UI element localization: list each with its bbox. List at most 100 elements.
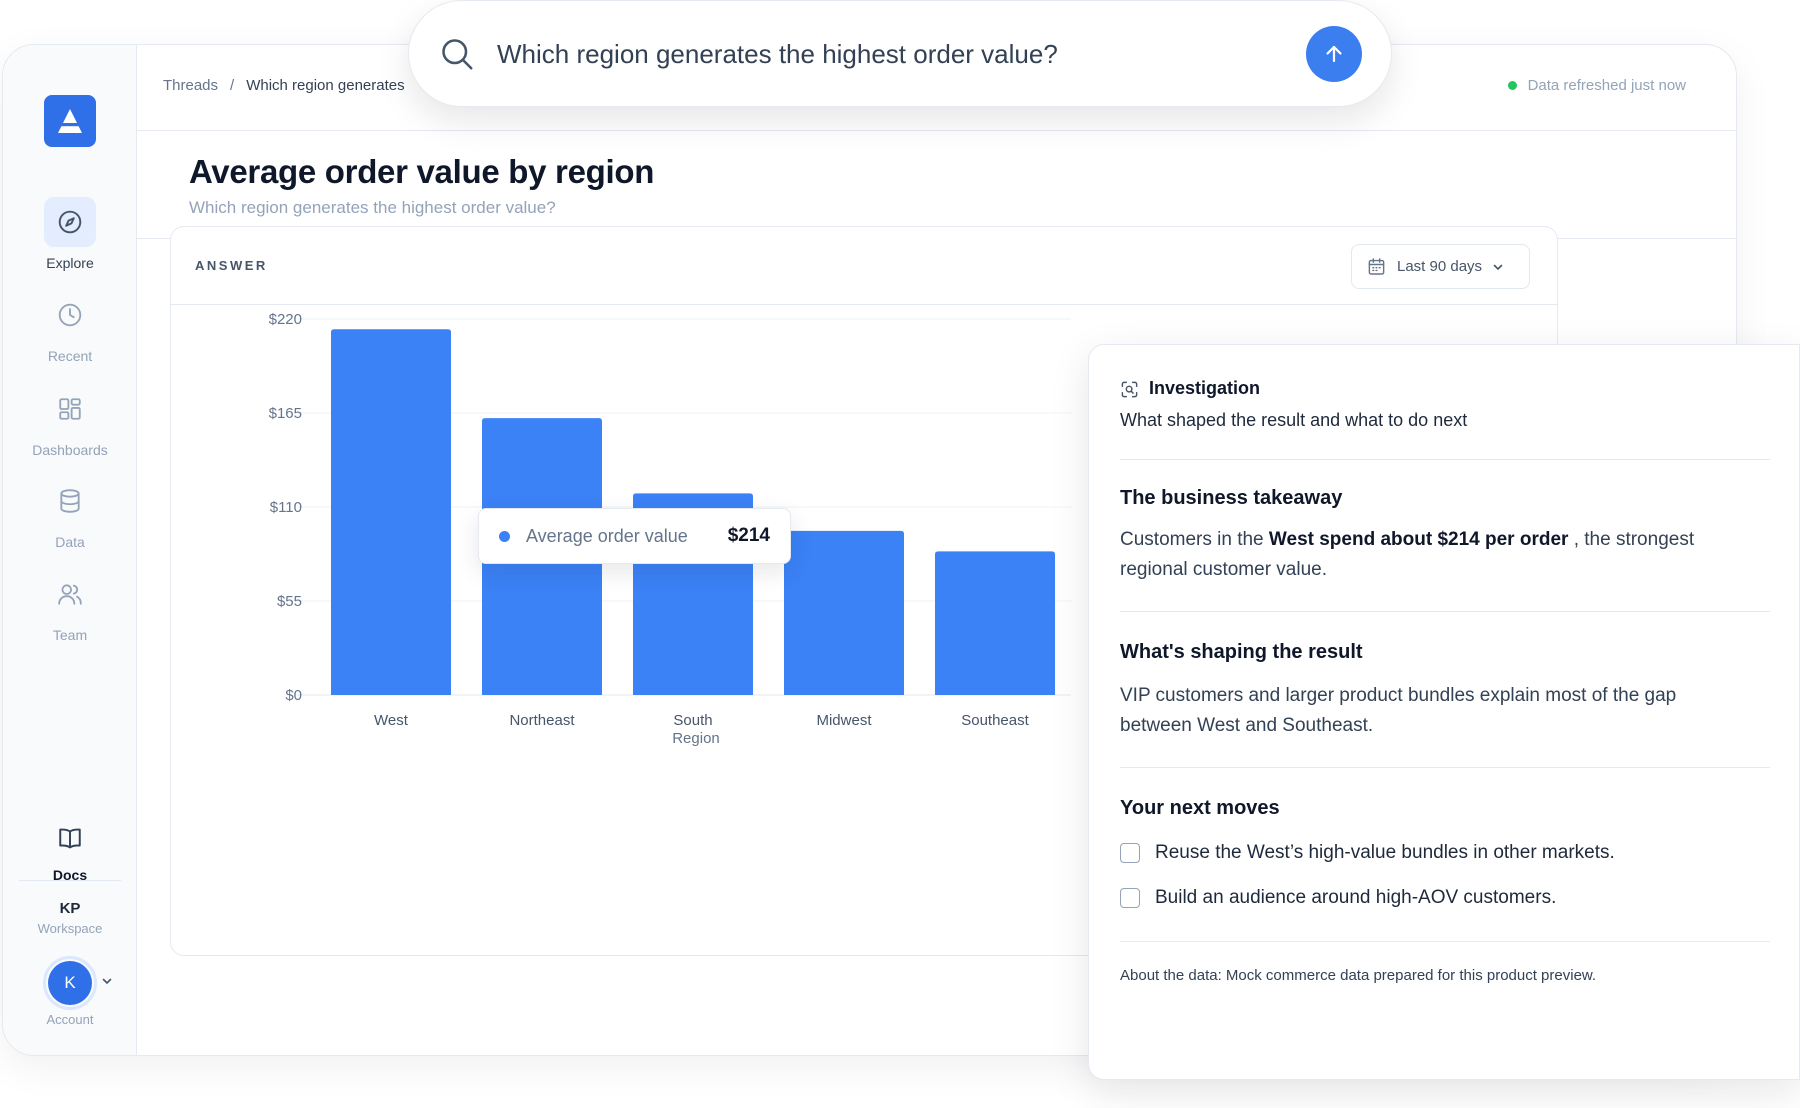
investigation-subtitle: What shaped the result and what to do ne… xyxy=(1120,410,1468,430)
takeaway-text-bold: West spend about $214 per order xyxy=(1268,529,1569,550)
header: Threads / Which region generates Data refr… xyxy=(137,45,1736,131)
tooltip-value: $214 xyxy=(727,525,770,546)
x-tick-label: West xyxy=(374,712,409,729)
divider xyxy=(1120,767,1770,768)
breadcrumb-current: Which region generates xyxy=(246,77,405,94)
sidebar-item-recent[interactable]: Recent xyxy=(3,290,137,364)
bar-west[interactable] xyxy=(331,329,451,695)
y-axis-ticks: $0 $55 $110 $165 $220 xyxy=(269,311,302,704)
database-icon xyxy=(60,489,80,513)
nav-icon-wrap xyxy=(44,290,96,340)
chevron-down-icon[interactable] xyxy=(101,975,113,987)
x-axis-label: Region xyxy=(672,730,720,747)
divider xyxy=(1120,941,1770,942)
refresh-text: Data refreshed just now xyxy=(1527,77,1686,94)
investigation-panel: Investigation What shaped the result and… xyxy=(1088,344,1800,1080)
bar-midwest[interactable] xyxy=(784,530,904,695)
x-axis-ticks: West Northeast South Midwest Southeast xyxy=(374,712,1030,729)
divider xyxy=(1120,611,1770,612)
grid-icon xyxy=(59,398,81,420)
sidebar-item-label: Docs xyxy=(52,867,88,883)
page-subtitle: Which region generates the highest order… xyxy=(189,198,556,217)
takeaway-text-pre: Customers in the xyxy=(1120,529,1269,550)
app-logo[interactable] xyxy=(44,95,96,147)
next-move-label: Reuse the West’s high-value bundles in o… xyxy=(1155,842,1615,863)
sidebar-item-label: Team xyxy=(52,627,88,643)
next-move-label: Build an audience around high-AOV custom… xyxy=(1155,887,1557,908)
date-range-button[interactable]: Last 90 days xyxy=(1351,244,1530,289)
y-tick-label: $165 xyxy=(269,405,302,422)
y-tick-label: $0 xyxy=(285,687,302,704)
sidebar-divider xyxy=(19,880,121,881)
scan-search-icon xyxy=(1121,381,1138,398)
compass-icon xyxy=(58,210,82,234)
x-tick-label: South xyxy=(673,712,712,729)
sidebar-item-data[interactable]: Data xyxy=(3,476,137,550)
page-title: Average order value by region xyxy=(189,153,655,190)
sidebar-item-label: Explore xyxy=(46,255,94,271)
search-input[interactable] xyxy=(497,31,1277,77)
next-move-item[interactable]: Reuse the West’s high-value bundles in o… xyxy=(1120,842,1615,864)
nav-icon-wrap xyxy=(44,817,96,859)
arrow-up-icon xyxy=(1326,45,1342,63)
title-area: Average order value by region Which regi… xyxy=(137,131,1736,239)
next-moves-heading: Your next moves xyxy=(1120,797,1280,819)
avatar-letter: K xyxy=(48,961,92,1005)
bar-southeast[interactable] xyxy=(935,551,1055,695)
shaping-heading: What's shaping the result xyxy=(1120,641,1363,663)
tooltip-label: Average order value xyxy=(526,525,688,546)
answer-label: ANSWER xyxy=(195,258,268,273)
send-query-button[interactable] xyxy=(1306,26,1362,82)
sidebar-item-team[interactable]: Team xyxy=(3,569,137,643)
next-move-item[interactable]: Build an audience around high-AOV custom… xyxy=(1120,887,1556,909)
users-icon xyxy=(58,584,82,605)
breadcrumb-root[interactable]: Threads xyxy=(163,77,219,94)
avatar[interactable]: K xyxy=(43,956,97,1010)
sidebar-item-label: Data xyxy=(55,534,85,550)
sidebar-item-dashboards[interactable]: Dashboards xyxy=(3,384,137,458)
sidebar: Explore Recent xyxy=(3,45,137,1055)
breadcrumb: Threads / Which region generates xyxy=(163,77,405,94)
search-bar xyxy=(408,0,1392,107)
date-range-label: Last 90 days xyxy=(1397,258,1483,275)
divider xyxy=(1120,459,1770,460)
logo-icon xyxy=(57,109,83,133)
takeaway-text: Customers in the West spend about $214 p… xyxy=(1120,525,1740,585)
nav-icon-wrap xyxy=(44,197,96,247)
takeaway-heading: The business takeaway xyxy=(1120,487,1343,509)
sidebar-item-label: Recent xyxy=(47,348,93,364)
book-icon xyxy=(59,828,81,849)
nav-icon-wrap xyxy=(44,384,96,434)
tooltip-series-dot xyxy=(499,530,510,542)
account-label: Account xyxy=(46,1012,94,1027)
calendar-icon xyxy=(1368,258,1385,275)
chart-tooltip: Average order value $214 xyxy=(478,508,791,564)
nav-icon-wrap xyxy=(44,476,96,526)
checkbox[interactable] xyxy=(1120,888,1140,908)
sidebar-item-label: Dashboards xyxy=(32,442,108,458)
checkbox[interactable] xyxy=(1120,843,1140,863)
about-data-note: About the data: Mock commerce data prepa… xyxy=(1120,967,1597,984)
investigation-title: Investigation xyxy=(1149,378,1261,398)
workspace-label: Workspace xyxy=(37,921,103,936)
y-tick-label: $55 xyxy=(277,593,302,610)
x-tick-label: Northeast xyxy=(509,712,575,729)
x-tick-label: Southeast xyxy=(961,712,1029,729)
takeaway-text-post: , the strongest regional customer value. xyxy=(1120,529,1695,580)
breadcrumb-separator: / xyxy=(230,77,235,94)
workspace-initials[interactable]: KP xyxy=(59,900,81,917)
y-tick-label: $220 xyxy=(269,311,302,328)
sidebar-item-docs[interactable]: Docs xyxy=(3,817,137,883)
shaping-text: VIP customers and larger product bundles… xyxy=(1120,685,1677,736)
chevron-down-icon xyxy=(1493,264,1503,270)
clock-icon xyxy=(58,303,82,327)
search-icon xyxy=(442,39,473,70)
nav-icon-wrap xyxy=(44,569,96,619)
x-tick-label: Midwest xyxy=(816,712,872,729)
sidebar-item-explore[interactable]: Explore xyxy=(3,197,137,271)
refresh-status: Data refreshed just now xyxy=(1507,77,1686,94)
y-tick-label: $110 xyxy=(270,499,302,516)
answer-header: ANSWER Last 90 days xyxy=(171,227,1557,305)
status-dot xyxy=(1507,81,1517,90)
